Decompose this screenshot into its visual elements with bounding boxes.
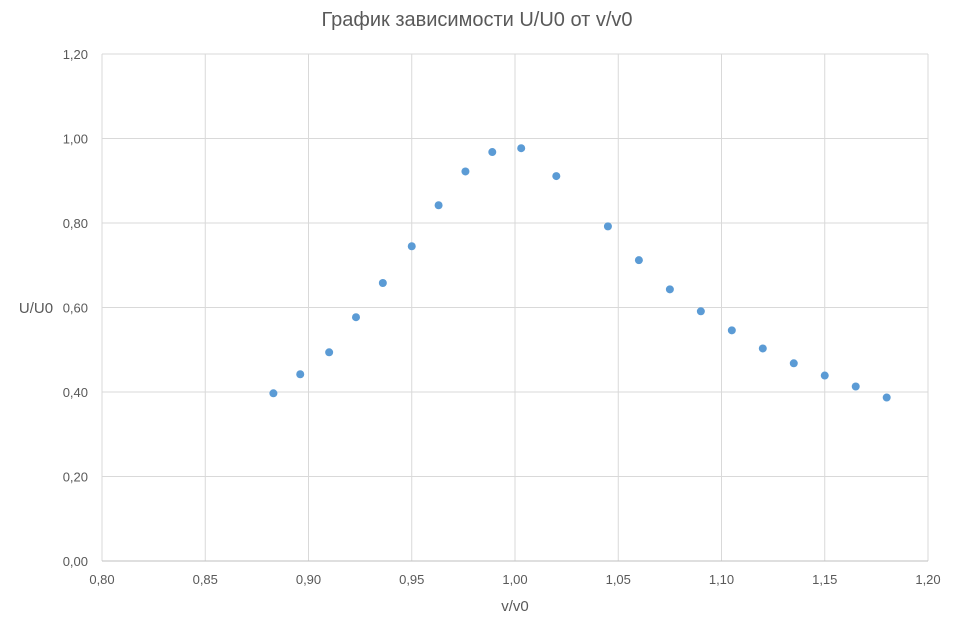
x-tick-label: 1,20 — [915, 572, 940, 587]
x-tick-label: 0,85 — [193, 572, 218, 587]
data-point — [488, 148, 497, 157]
data-point — [696, 307, 705, 316]
y-tick-label: 0,40 — [63, 385, 88, 400]
data-point — [665, 285, 674, 294]
data-point — [461, 167, 470, 176]
x-tick-label: 0,90 — [296, 572, 321, 587]
data-point — [552, 172, 561, 181]
x-tick-labels: 0,80 0,85 0,90 0,95 1,00 1,05 1,10 1,15 1,20 — [89, 572, 940, 587]
y-tick-label: 0,80 — [63, 216, 88, 231]
data-point — [378, 278, 387, 287]
data-points — [269, 144, 891, 402]
x-tick-label: 0,95 — [399, 572, 424, 587]
y-tick-label: 1,00 — [63, 132, 88, 147]
data-point — [296, 370, 305, 379]
x-axis-label: v/v0 — [501, 598, 529, 615]
x-tick-label: 1,10 — [709, 572, 734, 587]
data-point — [789, 359, 798, 368]
x-tick-label: 0,80 — [89, 572, 114, 587]
y-tick-label: 0,00 — [63, 554, 88, 569]
y-tick-labels: 0,00 0,20 0,40 0,60 0,80 1,00 1,20 — [63, 47, 88, 569]
y-tick-label: 1,20 — [63, 47, 88, 62]
y-tick-label: 0,60 — [63, 301, 88, 316]
data-point — [434, 201, 443, 210]
data-point — [820, 371, 829, 380]
data-point — [882, 393, 891, 402]
data-point — [727, 326, 736, 335]
x-tick-label: 1,00 — [502, 572, 527, 587]
data-point — [634, 256, 643, 265]
data-point — [351, 313, 360, 322]
y-tick-label: 0,20 — [63, 470, 88, 485]
data-point — [851, 382, 860, 391]
data-point — [603, 222, 612, 231]
gridlines — [101, 53, 929, 562]
chart-title: График зависимости U/U0 от v/v0 — [321, 9, 632, 31]
data-point — [517, 144, 526, 153]
x-tick-label: 1,05 — [606, 572, 631, 587]
data-point — [407, 242, 416, 251]
data-point — [325, 348, 334, 357]
data-point — [269, 389, 278, 398]
x-tick-label: 1,15 — [812, 572, 837, 587]
data-point — [758, 344, 767, 353]
y-axis-label: U/U0 — [19, 300, 53, 317]
